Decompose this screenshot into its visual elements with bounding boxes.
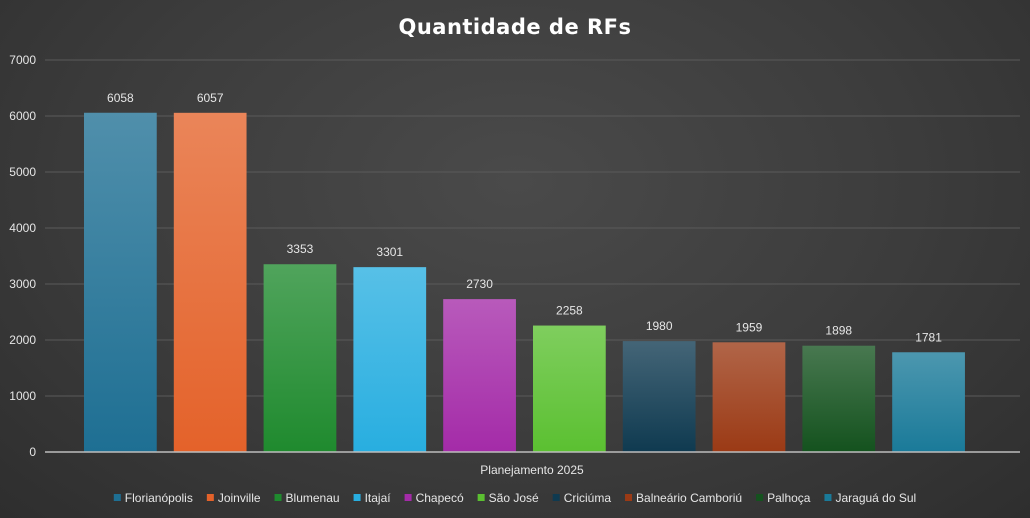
data-label: 1898 <box>825 324 852 338</box>
legend-label: Joinville <box>218 491 261 505</box>
bar <box>353 267 427 452</box>
x-category-label: Planejamento 2025 <box>480 463 584 477</box>
data-label: 1980 <box>646 319 673 333</box>
bar <box>712 342 786 452</box>
bar <box>622 341 696 452</box>
data-label: 3301 <box>376 245 403 259</box>
legend: Florianópolis Joinville Blumenau Itajaí Chap… <box>113 491 916 505</box>
legend-label: Blumenau <box>286 491 340 505</box>
legend-swatch <box>206 494 214 501</box>
data-label: 2730 <box>466 277 493 291</box>
bar <box>173 112 247 453</box>
legend-swatch <box>477 494 485 501</box>
y-tick-label: 1000 <box>9 389 36 403</box>
bar <box>533 325 606 452</box>
bar <box>84 112 157 452</box>
legend-swatch <box>353 494 361 501</box>
legend-swatch <box>552 494 560 501</box>
legend-swatch <box>404 494 412 501</box>
legend-label: Jaraguá do Sul <box>835 491 916 505</box>
data-labels: 6058 6057 3353 3301 2730 2258 1980 1959 1898 1781 <box>107 91 942 345</box>
y-tick-label: 0 <box>29 445 36 459</box>
legend-swatch <box>274 494 282 501</box>
legend-label: Florianópolis <box>125 491 193 505</box>
y-axis-ticks: 0 1000 2000 3000 4000 5000 6000 7000 <box>9 53 36 459</box>
data-label: 2258 <box>556 304 583 318</box>
y-tick-label: 3000 <box>9 277 36 291</box>
legend-label: São José <box>489 491 539 505</box>
y-tick-label: 2000 <box>9 333 36 347</box>
y-tick-label: 5000 <box>9 165 36 179</box>
legend-swatch <box>756 494 764 501</box>
bar <box>802 345 876 452</box>
legend-label: Palhoça <box>767 491 811 505</box>
y-tick-label: 4000 <box>9 221 36 235</box>
bar <box>892 352 965 452</box>
bar <box>443 299 516 452</box>
data-label: 1781 <box>915 330 942 344</box>
chart-title: Quantidade de RFs <box>398 15 631 39</box>
legend-label: Criciúma <box>564 491 612 505</box>
data-label: 3353 <box>287 242 314 256</box>
legend-label: Itajaí <box>365 491 392 505</box>
bars <box>84 112 965 453</box>
y-tick-label: 6000 <box>9 109 36 123</box>
legend-swatch <box>824 494 832 501</box>
data-label: 6058 <box>107 91 134 105</box>
data-label: 6057 <box>197 91 224 105</box>
legend-swatch <box>113 494 121 501</box>
legend-swatch <box>625 494 633 501</box>
bar <box>263 264 337 452</box>
y-tick-label: 7000 <box>9 53 36 67</box>
legend-label: Balneário Camboriú <box>636 491 742 505</box>
legend-label: Chapecó <box>416 491 464 505</box>
data-label: 1959 <box>736 320 763 334</box>
